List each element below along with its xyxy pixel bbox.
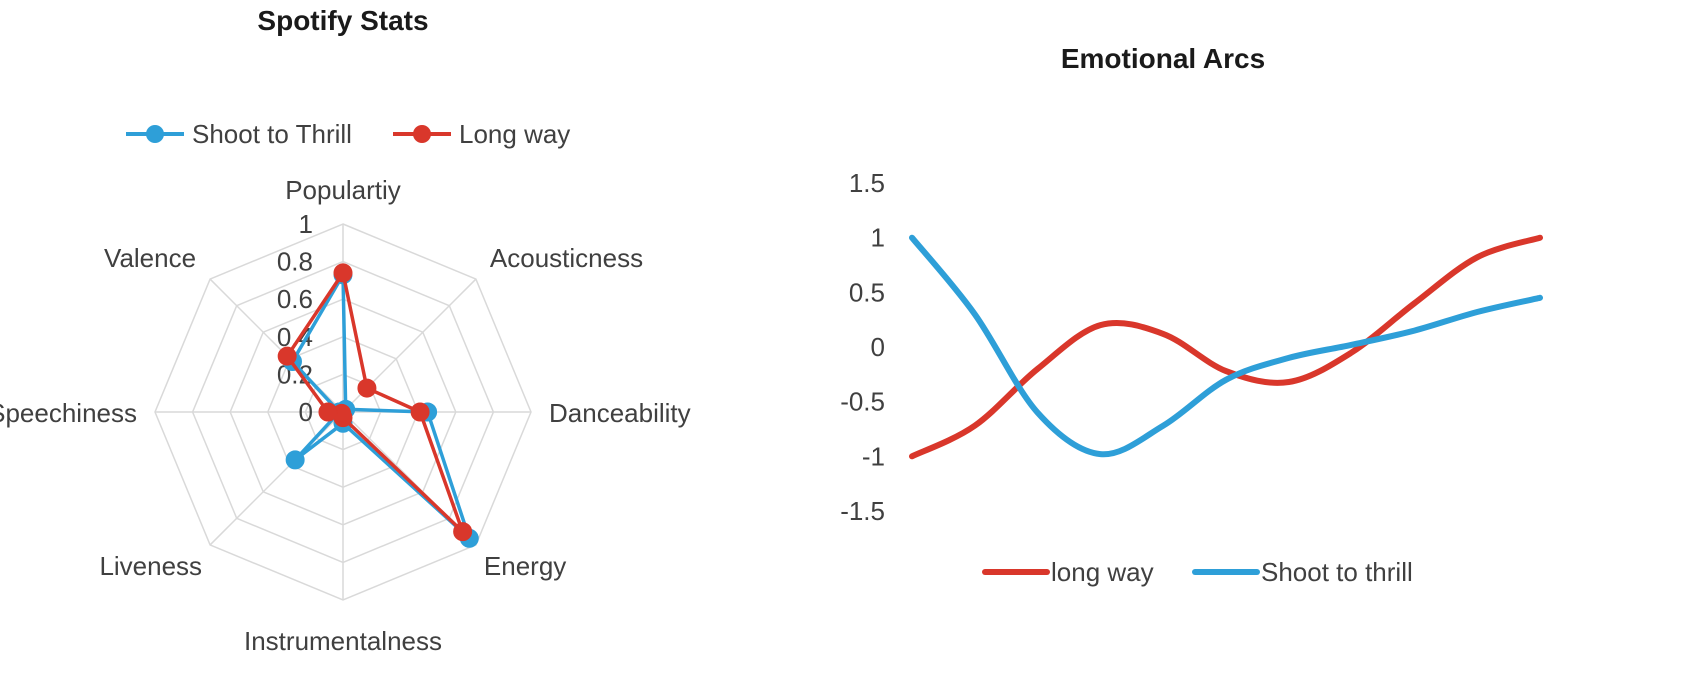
radar-legend-marker bbox=[413, 125, 431, 143]
radar-title: Spotify Stats bbox=[257, 5, 428, 36]
line-y-tick-label: 1.5 bbox=[849, 168, 885, 198]
line-y-tick-label: -1 bbox=[862, 441, 885, 471]
radar-axis-label: Populartiy bbox=[285, 175, 401, 205]
radar-axis-label: Energy bbox=[484, 551, 566, 581]
radar-legend: Shoot to Thrill Long way bbox=[126, 119, 570, 149]
radar-point bbox=[277, 346, 297, 366]
line-legend: long way Shoot to thrill bbox=[982, 557, 1413, 587]
radar-series bbox=[277, 263, 479, 548]
radar-legend-marker bbox=[146, 125, 164, 143]
line-y-tick-label: -0.5 bbox=[840, 387, 885, 417]
radar-grid bbox=[154, 223, 532, 601]
radar-point bbox=[410, 402, 430, 422]
line-legend-label: long way bbox=[1051, 557, 1154, 587]
line-title: Emotional Arcs bbox=[1061, 43, 1265, 74]
radar-tick-label: 0.6 bbox=[277, 284, 313, 314]
radar-series-1 bbox=[277, 263, 473, 542]
radar-tick-label: 0.8 bbox=[277, 247, 313, 277]
radar-tick-label: 1 bbox=[299, 209, 313, 239]
line-legend-label: Shoot to thrill bbox=[1261, 557, 1413, 587]
radar-legend-label: Shoot to Thrill bbox=[192, 119, 352, 149]
radar-point bbox=[318, 402, 338, 422]
radar-point bbox=[333, 263, 353, 283]
radar-axis-labels: Populartiy Acousticness Danceability Energy… bbox=[0, 175, 691, 656]
line-series-0 bbox=[909, 234, 1543, 460]
line-y-tick-label: 1 bbox=[871, 223, 885, 253]
radar-chart: Spotify Stats Shoot to Thrill Long way 0 0… bbox=[0, 5, 691, 656]
radar-tick-labels: 00.20.40.60.81 bbox=[277, 209, 313, 427]
radar-point bbox=[357, 378, 377, 398]
line-series-1 bbox=[909, 234, 1543, 458]
radar-axis-label: Danceability bbox=[549, 398, 691, 428]
radar-axis-label: Valence bbox=[104, 243, 196, 273]
line-y-tick-label: -1.5 bbox=[840, 496, 885, 526]
radar-axis-label: Acousticness bbox=[490, 243, 643, 273]
radar-axis-label: Instrumentalness bbox=[244, 626, 442, 656]
line-series bbox=[909, 234, 1543, 460]
radar-tick-label: 0 bbox=[299, 397, 313, 427]
radar-axis-label: Liveness bbox=[99, 551, 202, 581]
radar-point bbox=[285, 450, 305, 470]
radar-axis-label: Speechiness bbox=[0, 398, 137, 428]
radar-point bbox=[453, 522, 473, 542]
line-y-tick-label: 0.5 bbox=[849, 277, 885, 307]
radar-legend-label: Long way bbox=[459, 119, 570, 149]
line-chart: Emotional Arcs 1.5 1 0.5 0 -0.5 -1 -1.5 long w… bbox=[840, 43, 1543, 587]
line-y-tick-labels: 1.5 1 0.5 0 -0.5 -1 -1.5 bbox=[840, 168, 885, 526]
line-y-tick-label: 0 bbox=[871, 332, 885, 362]
